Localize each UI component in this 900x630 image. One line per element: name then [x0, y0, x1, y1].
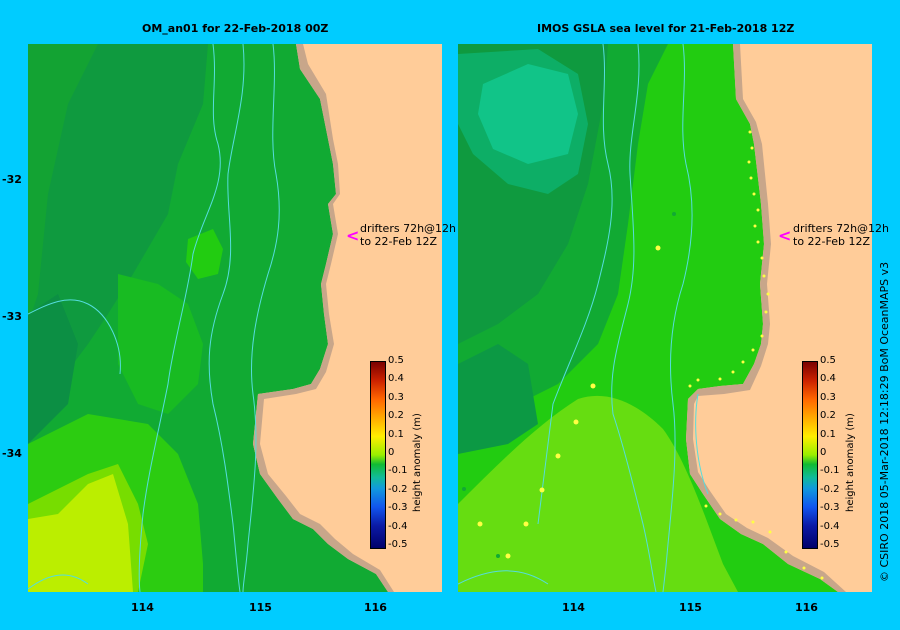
lat-tick-label: -33: [2, 310, 22, 323]
lat-tick-label: -32: [2, 173, 22, 186]
lat-tick-label: -34: [2, 447, 22, 460]
colorbar-tick-label: 0.3: [820, 391, 836, 403]
left-drifter-note: drifters 72h@12h to 22-Feb 12Z: [360, 222, 457, 248]
colorbar-tick-label: 0: [820, 447, 827, 458]
credit-text: © CSIRO 2018 05-Mar-2018 12:18:29 BoM Oc…: [878, 261, 891, 582]
colorbar-tick-label: -0.5: [820, 539, 840, 550]
left-colorbar-title: height anomaly (m): [412, 413, 423, 512]
colorbar-tick-label: -0.4: [388, 520, 408, 532]
right-drifter-note: drifters 72h@12h to 22-Feb 12Z: [793, 222, 890, 248]
left-ocean-dark: [28, 44, 208, 424]
lon-tick-label: 116: [795, 601, 818, 614]
colorbar-tick-label: 0.4: [820, 373, 836, 385]
lon-tick-label: 115: [249, 601, 272, 614]
right-map-panel[interactable]: [458, 44, 872, 592]
colorbar-tick-label: -0.3: [820, 502, 840, 514]
colorbar-tick-label: 0.2: [820, 410, 836, 422]
colorbar-tick-label: 0.2: [388, 410, 404, 422]
colorbar-tick-label: 0: [388, 447, 395, 458]
lon-tick-label: 114: [562, 601, 585, 614]
right-map-title: IMOS GSLA sea level for 21-Feb-2018 12Z: [537, 22, 795, 35]
colorbar-tick-label: 0.3: [388, 391, 404, 403]
colorbar-tick-label: -0.1: [820, 465, 840, 477]
lon-tick-label: 115: [679, 601, 702, 614]
drifter-arrow-icon: <: [346, 226, 360, 245]
colorbar-tick-label: 0.5: [820, 355, 836, 366]
drifter-arrow-icon: <: [778, 226, 792, 245]
colorbar-tick-label: 0.4: [388, 373, 404, 385]
colorbar-tick-label: -0.2: [820, 483, 840, 495]
colorbar-tick-label: 0.5: [388, 355, 404, 366]
left-colorbar: [370, 361, 386, 549]
left-map-title: OM_an01 for 22-Feb-2018 00Z: [142, 22, 329, 35]
lon-tick-label: 114: [131, 601, 154, 614]
colorbar-tick-label: -0.2: [388, 483, 408, 495]
colorbar-tick-label: -0.5: [388, 539, 408, 550]
colorbar-tick-label: 0.1: [388, 428, 404, 440]
right-coast-shelf: [686, 44, 846, 592]
right-colorbar: [802, 361, 818, 549]
colorbar-tick-label: -0.1: [388, 465, 408, 477]
lon-tick-label: 116: [364, 601, 387, 614]
colorbar-tick-label: 0.1: [820, 428, 836, 440]
colorbar-tick-label: -0.4: [820, 520, 840, 532]
colorbar-tick-label: -0.3: [388, 502, 408, 514]
left-map-panel[interactable]: [28, 44, 442, 592]
right-colorbar-title: height anomaly (m): [845, 413, 856, 512]
